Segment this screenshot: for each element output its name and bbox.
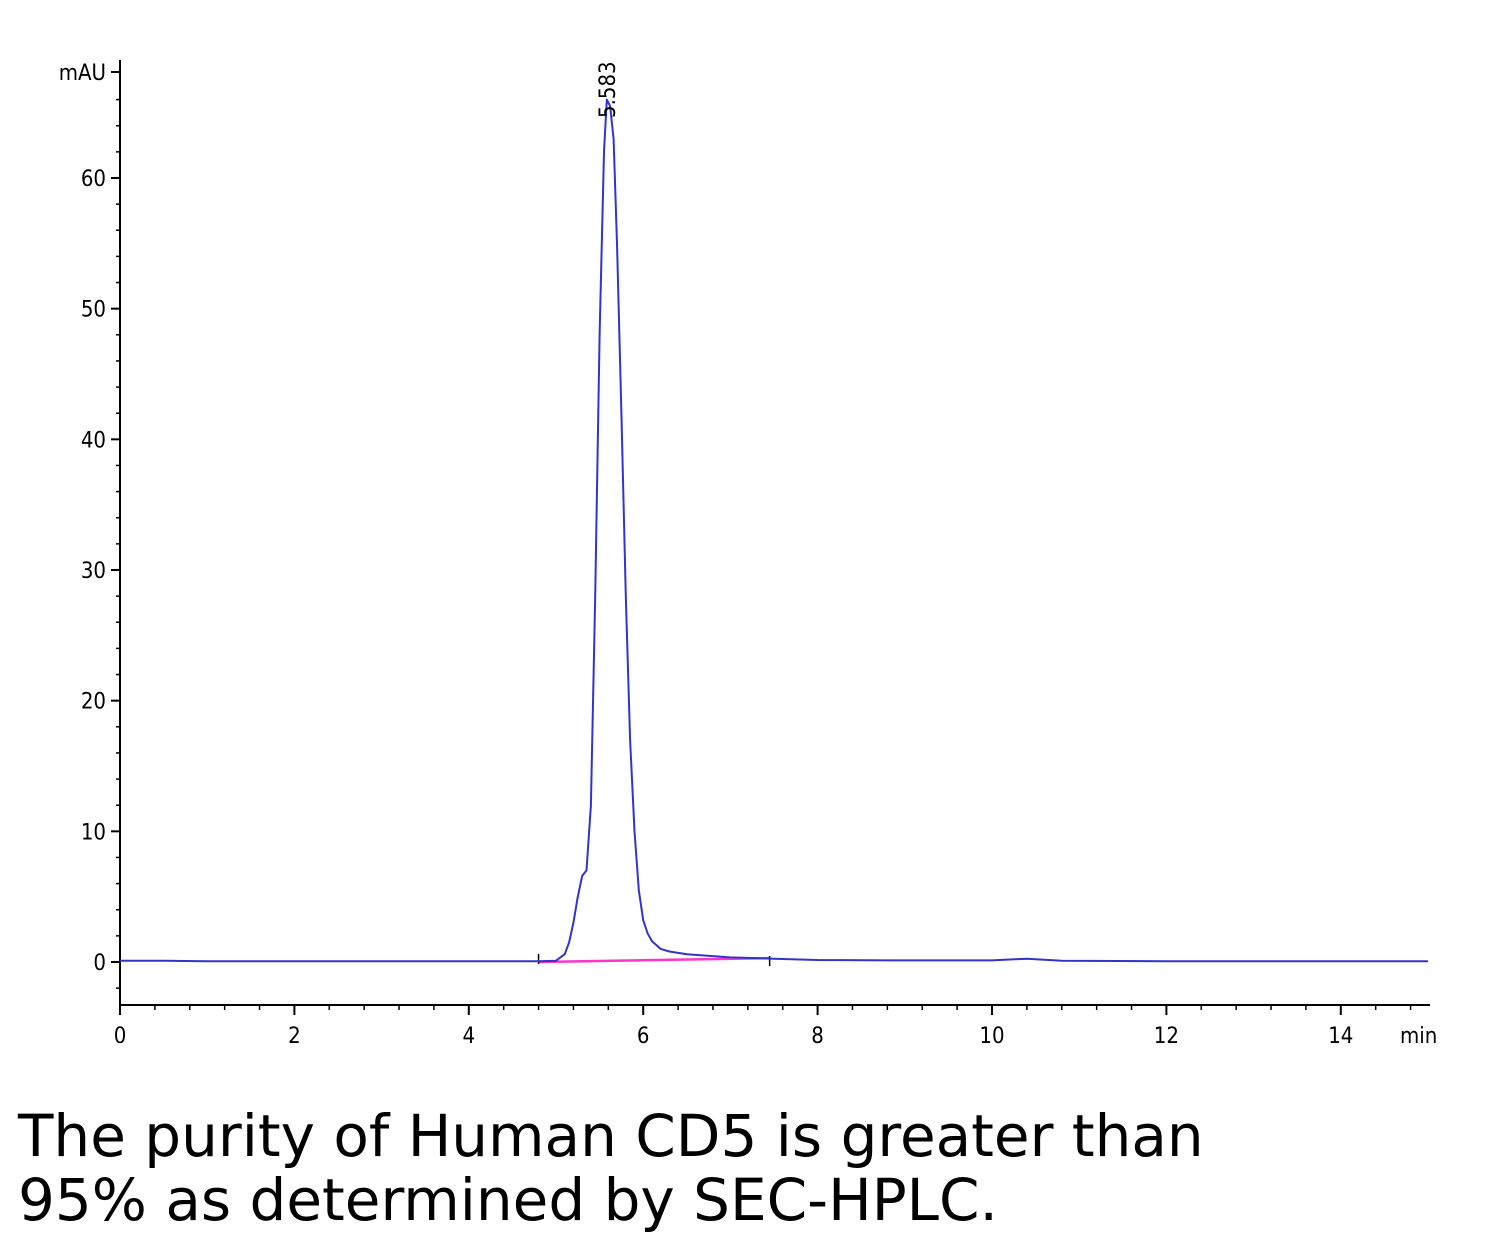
y-tick-label: 50	[81, 298, 106, 323]
x-tick-label: 8	[811, 1024, 824, 1049]
y-tick-label: 60	[81, 167, 106, 192]
integration-baseline	[538, 956, 770, 964]
figure-caption: The purity of Human CD5 is greater than …	[18, 1104, 1478, 1232]
y-tick-label: 20	[81, 690, 106, 715]
peak-retention-label: 5.583	[596, 61, 621, 118]
x-tick-label: 4	[463, 1024, 476, 1049]
x-tick-label: 6	[637, 1024, 650, 1049]
y-tick-label: 10	[81, 820, 106, 845]
x-axis: 0 2 4 6 8 10 12 14	[114, 1004, 1430, 1049]
y-tick-label: 0	[93, 951, 106, 976]
y-axis: 0 10 20 30 40 50 60	[81, 60, 121, 1005]
x-tick-label: 2	[288, 1024, 301, 1049]
x-tick-label: 10	[979, 1024, 1004, 1049]
x-tick-label: 0	[114, 1024, 127, 1049]
signal-trace	[120, 98, 1428, 963]
plot-marks	[120, 98, 1428, 967]
y-tick-label: 40	[81, 428, 106, 453]
x-tick-label: 12	[1154, 1024, 1179, 1049]
caption-line-2: 95% as determined by SEC-HPLC.	[18, 1166, 998, 1234]
x-tick-label: 14	[1328, 1024, 1353, 1049]
x-axis-label: min	[1400, 1024, 1437, 1049]
chromatogram-chart: 0 10 20 30 40 50 60 0 2 4 6 8 10 12 14 mAU min 5.583	[59, 60, 1437, 1049]
y-axis-label: mAU	[59, 61, 106, 86]
y-tick-label: 30	[81, 559, 106, 584]
caption-line-1: The purity of Human CD5 is greater than	[18, 1102, 1204, 1170]
